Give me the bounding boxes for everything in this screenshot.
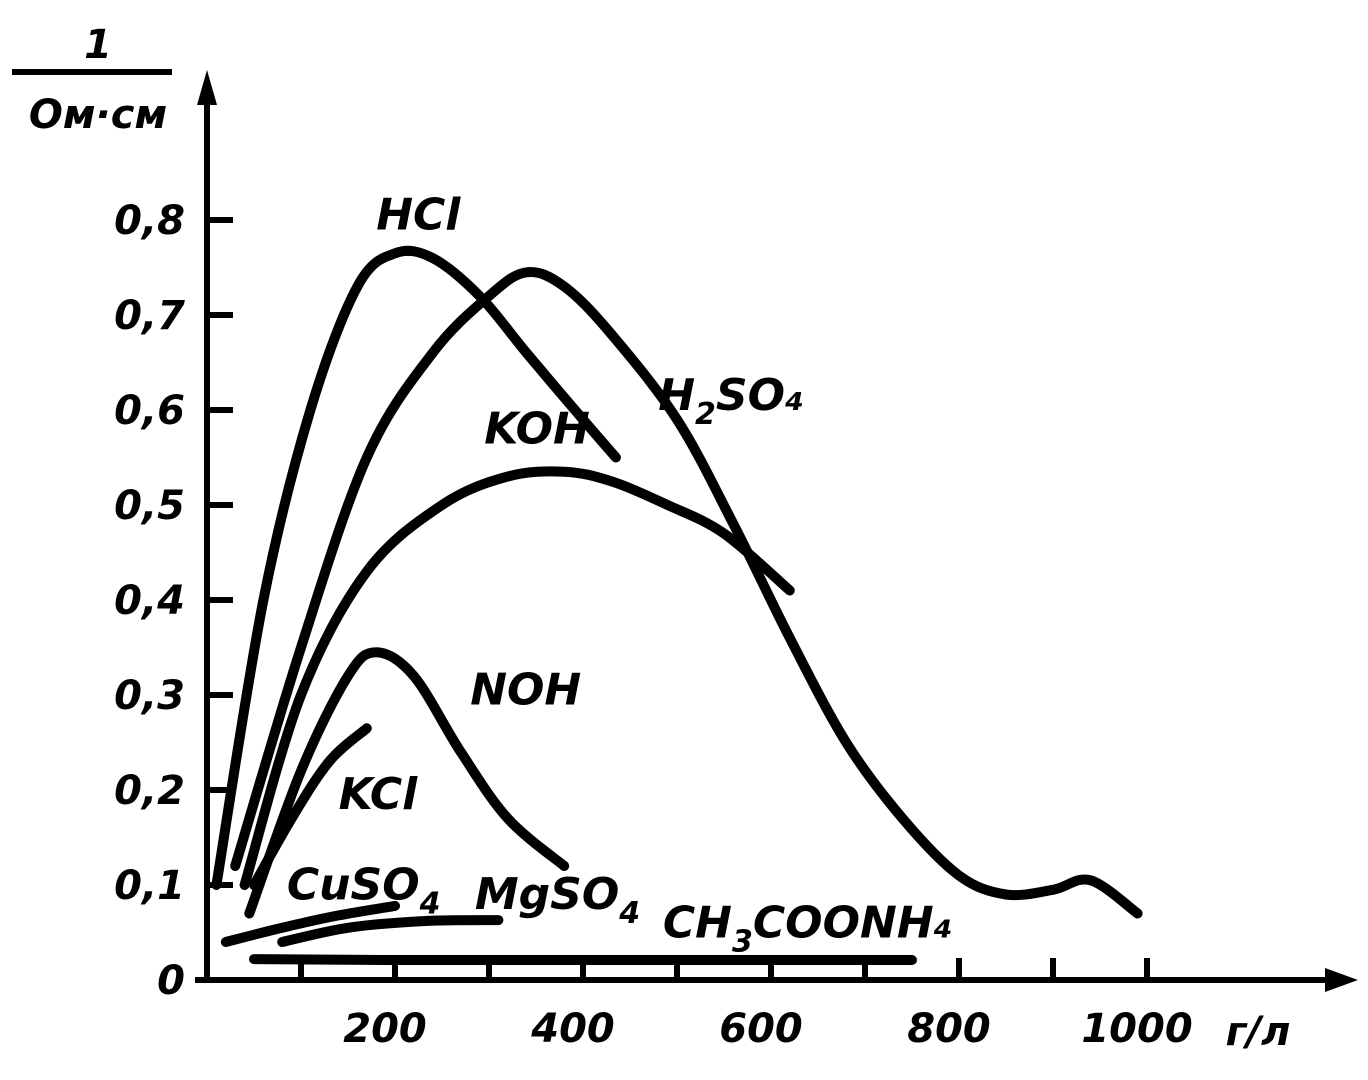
y-tick-label: 0,5 <box>114 483 185 529</box>
curves <box>211 245 1143 966</box>
curve-hcl <box>211 245 621 890</box>
x-tick-label: 800 <box>907 1006 991 1052</box>
curve-labels: HCl H2SO₄ KOH NOH KCl CuSO4 MgSO4 CH3COONH₄ <box>287 190 953 960</box>
curve-label-naoh: NOH <box>470 665 581 716</box>
y-axis-label-numerator: 1 <box>84 22 112 68</box>
curve-label-ch3coonh4: CH3COONH₄ <box>663 897 953 959</box>
curve-label-koh: KOH <box>484 403 590 454</box>
y-tick-label: 0,7 <box>114 293 185 339</box>
y-tick-label: 0,6 <box>114 388 185 434</box>
y-tick-label: 0 <box>157 958 185 1004</box>
x-tick-label: 600 <box>719 1006 803 1052</box>
x-tick-label: 200 <box>343 1006 427 1052</box>
curve-label-hcl: HCl <box>376 190 461 241</box>
y-axis-label-denominator: Ом·см <box>29 92 167 138</box>
curve-ch3coonh4 <box>249 954 917 966</box>
y-tick-label: 0,2 <box>114 768 185 814</box>
y-ticks: 0 0,1 0,2 0,3 0,4 0,5 0,6 0,7 0,8 <box>114 198 233 1004</box>
x-tick-label: 400 <box>530 1006 615 1052</box>
curve-mgso4 <box>277 915 504 947</box>
x-axis-arrow <box>1325 968 1358 992</box>
x-axis-label: г/л <box>1226 1009 1291 1055</box>
curve-kcl <box>249 723 372 890</box>
curve-h2so4 <box>230 267 1143 919</box>
y-axis-arrow <box>197 70 217 105</box>
curve-cuso4 <box>220 900 400 947</box>
curve-label-h2so4: H2SO₄ <box>658 370 804 432</box>
curve-naoh <box>244 647 570 919</box>
y-tick-label: 0,1 <box>114 863 185 909</box>
y-tick-label: 0,3 <box>114 673 185 719</box>
x-ticks: 200 400 600 800 1000 <box>298 958 1193 1052</box>
x-tick-label: 1000 <box>1081 1006 1192 1052</box>
curve-label-cuso4: CuSO4 <box>287 859 441 921</box>
curve-label-mgso4: MgSO4 <box>475 869 640 931</box>
curve-koh <box>239 466 795 890</box>
curve-label-kcl: KCl <box>339 769 419 820</box>
y-tick-label: 0,4 <box>114 578 185 624</box>
y-tick-label: 0,8 <box>114 198 185 244</box>
